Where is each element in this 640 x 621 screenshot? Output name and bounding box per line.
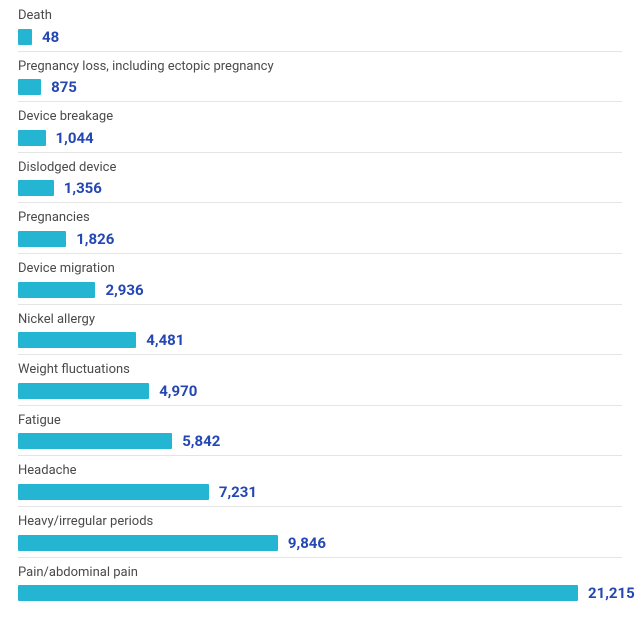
bar-row: Dislodged device 1,356 — [18, 152, 622, 203]
bar-line: 1,044 — [18, 129, 622, 147]
bar — [18, 332, 136, 348]
bar-row: Weight fluctuations 4,970 — [18, 354, 622, 405]
bar-row: Device breakage 1,044 — [18, 101, 622, 152]
category-label: Death — [18, 8, 622, 24]
category-label: Device migration — [18, 261, 622, 277]
bar-line: 875 — [18, 78, 622, 96]
value-label: 1,356 — [64, 179, 102, 197]
value-label: 9,846 — [288, 534, 326, 552]
bar-line: 4,970 — [18, 382, 622, 400]
bar-line: 1,826 — [18, 230, 622, 248]
value-label: 48 — [42, 28, 59, 46]
value-label: 2,936 — [105, 281, 143, 299]
value-label: 1,044 — [56, 129, 94, 147]
category-label: Weight fluctuations — [18, 362, 622, 378]
bar-line: 5,842 — [18, 432, 622, 450]
category-label: Device breakage — [18, 109, 622, 125]
bar — [18, 231, 66, 247]
category-label: Pregnancies — [18, 210, 622, 226]
bar-row: Pain/abdominal pain 21,215 — [18, 557, 622, 608]
bar — [18, 585, 578, 601]
category-label: Fatigue — [18, 413, 622, 429]
bar-row: Nickel allergy 4,481 — [18, 304, 622, 355]
bar — [18, 180, 54, 196]
bar-row: Heavy/irregular periods 9,846 — [18, 506, 622, 557]
bar — [18, 79, 41, 95]
category-label: Pain/abdominal pain — [18, 565, 622, 581]
bar-line: 48 — [18, 28, 622, 46]
horizontal-bar-chart: Death 48 Pregnancy loss, including ectopic… — [0, 0, 640, 619]
bar-row: Device migration 2,936 — [18, 253, 622, 304]
bar — [18, 535, 278, 551]
bar-line: 21,215 — [18, 584, 622, 602]
bar-line: 7,231 — [18, 483, 622, 501]
value-label: 7,231 — [219, 483, 257, 501]
category-label: Dislodged device — [18, 160, 622, 176]
bar — [18, 282, 95, 298]
value-label: 4,970 — [159, 382, 197, 400]
category-label: Heavy/irregular periods — [18, 514, 622, 530]
value-label: 1,826 — [76, 230, 114, 248]
bar-row: Pregnancies 1,826 — [18, 202, 622, 253]
bar-line: 1,356 — [18, 179, 622, 197]
category-label: Headache — [18, 463, 622, 479]
bar — [18, 383, 149, 399]
category-label: Nickel allergy — [18, 312, 622, 328]
value-label: 5,842 — [182, 432, 220, 450]
value-label: 875 — [51, 78, 77, 96]
bar — [18, 484, 209, 500]
bar-line: 4,481 — [18, 331, 622, 349]
bar-row: Pregnancy loss, including ectopic pregna… — [18, 51, 622, 102]
bar-row: Death 48 — [18, 0, 622, 51]
bar — [18, 29, 32, 45]
value-label: 4,481 — [146, 331, 184, 349]
bar-row: Headache 7,231 — [18, 455, 622, 506]
bar — [18, 433, 172, 449]
bar-row: Fatigue 5,842 — [18, 405, 622, 456]
value-label: 21,215 — [588, 584, 635, 602]
bar — [18, 130, 46, 146]
bar-line: 9,846 — [18, 534, 622, 552]
bar-line: 2,936 — [18, 281, 622, 299]
category-label: Pregnancy loss, including ectopic pregna… — [18, 59, 622, 75]
